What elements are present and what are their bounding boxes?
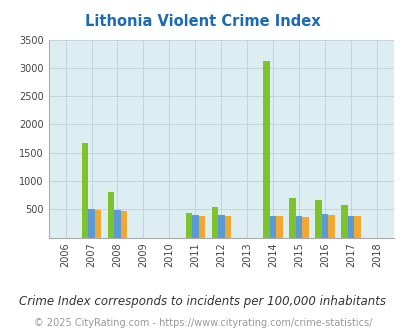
Bar [81,143,88,238]
Bar [295,215,302,238]
Bar [354,216,360,238]
Text: © 2025 CityRating.com - https://www.cityrating.com/crime-statistics/: © 2025 CityRating.com - https://www.city… [34,318,371,328]
Bar [302,217,308,238]
Bar [88,209,94,238]
Bar [217,215,224,238]
Bar [107,192,114,238]
Text: Crime Index corresponds to incidents per 100,000 inhabitants: Crime Index corresponds to incidents per… [19,295,386,309]
Bar [185,213,192,238]
Bar [347,216,354,238]
Bar [289,198,295,238]
Bar [198,215,205,238]
Bar [114,210,120,238]
Bar [224,216,230,238]
Bar [211,207,217,238]
Bar [341,205,347,238]
Text: Lithonia Violent Crime Index: Lithonia Violent Crime Index [85,14,320,29]
Bar [276,216,282,238]
Bar [328,215,334,238]
Bar [192,215,198,238]
Bar [321,214,328,238]
Bar [120,211,127,238]
Bar [94,210,101,238]
Bar [269,215,276,238]
Bar [315,200,321,238]
Bar [263,60,269,238]
